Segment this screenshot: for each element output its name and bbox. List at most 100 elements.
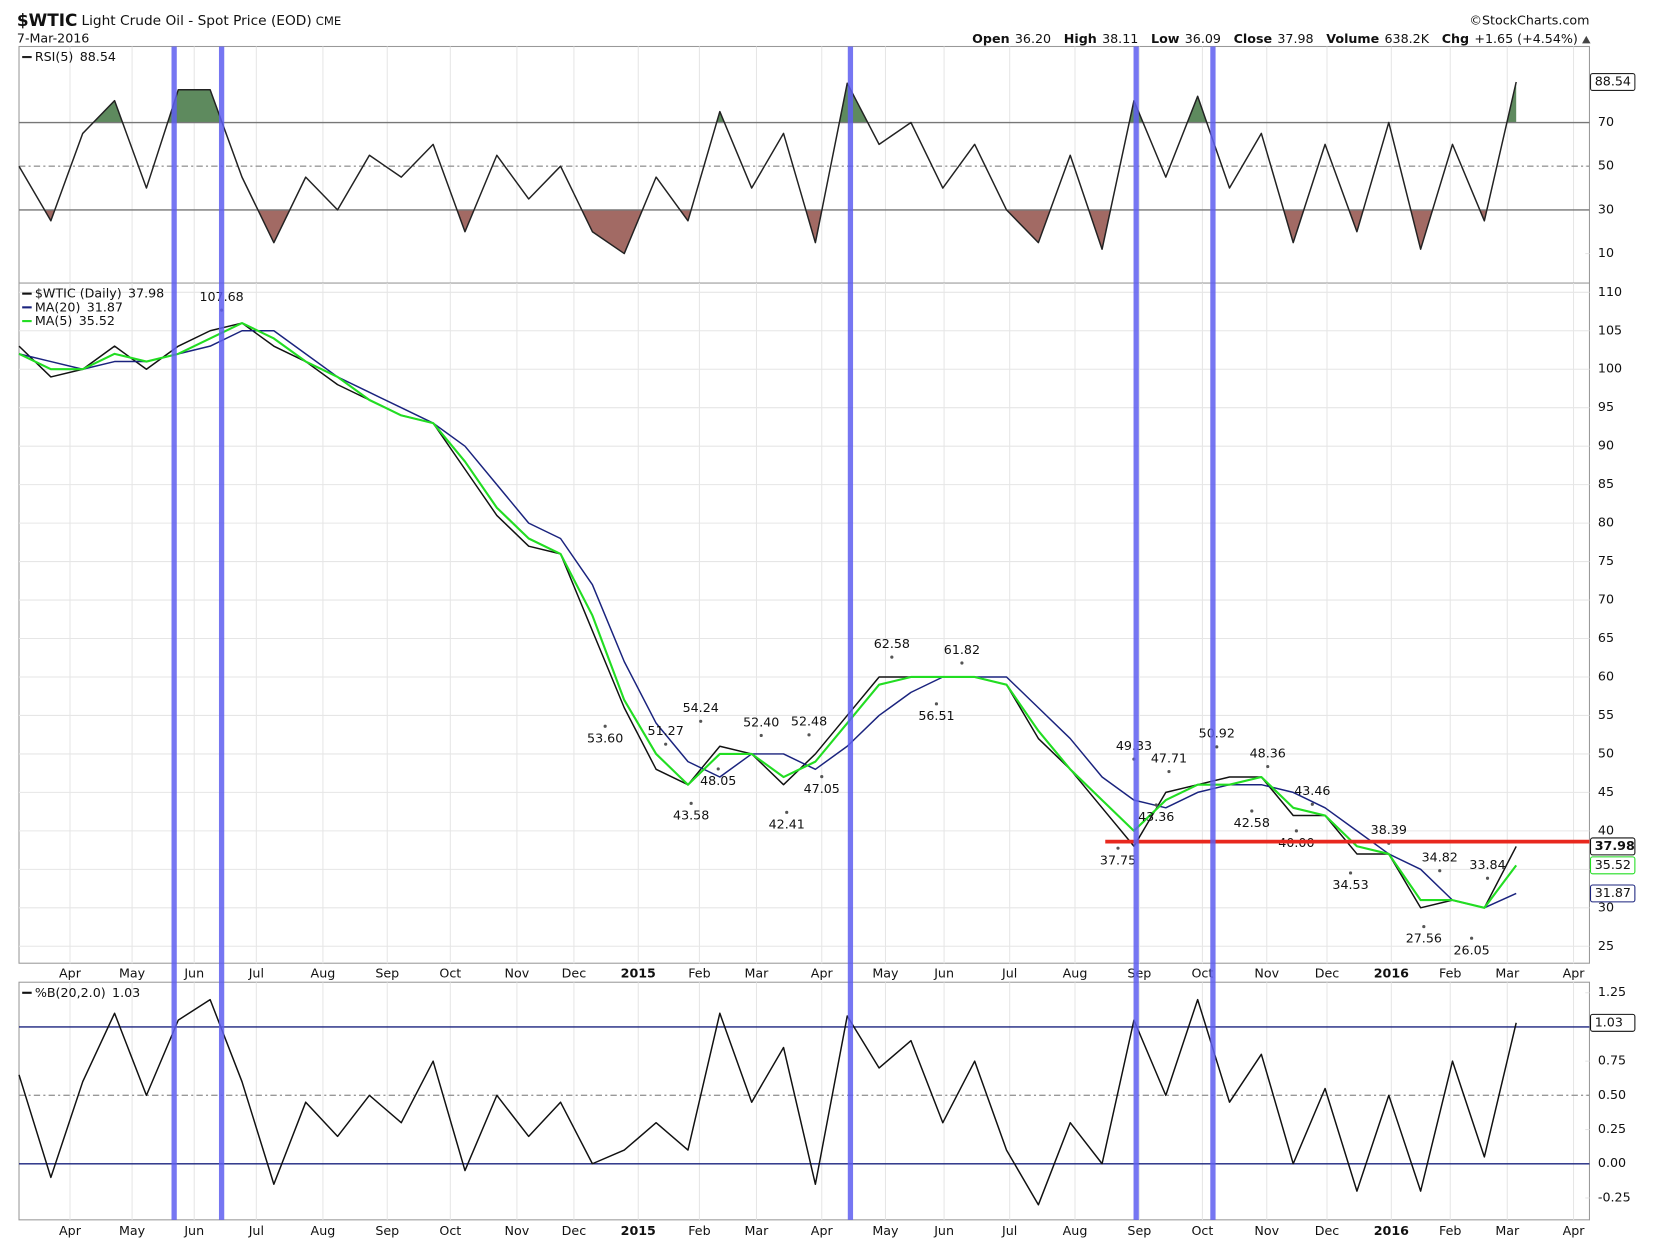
y-tick-label: 45: [1598, 784, 1614, 799]
x-tick-label: Mar: [1495, 965, 1520, 980]
x-tick-label: Sep: [1127, 1223, 1151, 1238]
legend-name: RSI(5): [35, 49, 73, 64]
x-tick-label: Aug: [311, 965, 336, 980]
value-badge: [1589, 884, 1636, 903]
x-tick-label: Aug: [1063, 965, 1088, 980]
x-tick-label: Oct: [439, 965, 461, 980]
x-tick-label: Jun: [933, 965, 954, 980]
annotation-label: 62.58: [874, 636, 910, 651]
annotation-point: [807, 733, 811, 737]
annotation-point: [1310, 802, 1314, 806]
x-tick-label: Oct: [439, 1223, 461, 1238]
x-tick-label: May: [872, 1223, 899, 1238]
legend-value: 31.87: [87, 299, 123, 314]
x-tick-label: Dec: [562, 965, 587, 980]
x-tick-label: Oct: [1191, 965, 1213, 980]
y-tick-label: -0.25: [1598, 1189, 1631, 1204]
annotation-label: 42.58: [1234, 815, 1270, 830]
annotation-label: 34.53: [1332, 877, 1368, 892]
quote-value: 37.98: [1277, 31, 1313, 46]
annotation-label: 52.40: [743, 714, 779, 729]
annotation-label: 50.92: [1199, 726, 1235, 741]
series-line: [18, 81, 1517, 255]
x-tick-label: Jun: [183, 965, 204, 980]
value-badge: [1589, 73, 1636, 91]
annotation-label: 27.56: [1406, 931, 1442, 946]
annotation-point: [890, 655, 894, 659]
quote-value: 36.20: [1015, 31, 1051, 46]
y-tick-label: 100: [1598, 361, 1622, 376]
x-tick-label: 2015: [621, 965, 656, 980]
annotation-point: [960, 661, 964, 665]
chart-title: $WTIC Light Crude Oil - Spot Price (EOD)…: [17, 10, 341, 30]
annotation-point: [1266, 764, 1270, 769]
annotation-point: [603, 724, 607, 728]
legend-entry: %B(20,2.0) 1.03: [35, 984, 140, 999]
change-arrow: [1582, 35, 1591, 44]
annotation-label: 53.60: [587, 730, 623, 745]
legend-value: 37.98: [128, 285, 164, 300]
y-tick-label: 80: [1598, 515, 1614, 530]
annotation-point: [664, 742, 668, 746]
legend-entry: $WTIC (Daily) 37.98: [35, 285, 164, 300]
panel-frame: [18, 981, 1590, 1221]
annotation-label: 48.36: [1250, 745, 1286, 760]
legend-entry: MA(5) 35.52: [35, 313, 115, 328]
symbol: $WTIC: [17, 10, 78, 30]
x-tick-label: Sep: [375, 1223, 399, 1238]
value-badge-label: 1.03: [1595, 1014, 1623, 1029]
value-badge: [1589, 856, 1636, 875]
x-tick-label: Aug: [1063, 1223, 1088, 1238]
annotation-label: 47.71: [1151, 750, 1187, 765]
legend-name: %B(20,2.0): [35, 984, 106, 999]
x-tick-label: Jun: [933, 1223, 954, 1238]
y-tick-label: 70: [1598, 114, 1614, 129]
annotation-label: 42.41: [769, 817, 805, 832]
annotation-point: [1154, 803, 1158, 807]
annotation-point: [699, 719, 703, 723]
x-tick-label: Aug: [311, 1223, 336, 1238]
x-tick-label: Dec: [562, 1223, 587, 1238]
quote-label: Open: [972, 31, 1009, 46]
annotation-label: 26.05: [1453, 942, 1489, 957]
x-tick-label: Jul: [1001, 965, 1017, 980]
exchange: CME: [316, 14, 341, 28]
y-tick-label: 25: [1598, 938, 1614, 953]
y-tick-label: 30: [1598, 201, 1614, 216]
annotation-point: [1470, 936, 1474, 940]
y-tick-label: 40: [1598, 822, 1614, 837]
annotation-point: [689, 801, 693, 805]
annotation-point: [785, 810, 789, 814]
series-line: [18, 998, 1517, 1206]
x-tick-label: Jul: [248, 965, 264, 980]
annotation-label: 43.46: [1294, 783, 1330, 798]
value-badge-label: 37.98: [1595, 838, 1635, 853]
annotation-point: [716, 767, 720, 771]
annotation-label: 48.05: [700, 773, 736, 788]
x-tick-label: Jun: [183, 1223, 204, 1238]
x-tick-label: May: [872, 965, 899, 980]
x-tick-label: Feb: [688, 965, 710, 980]
annotation-point: [934, 702, 939, 706]
quote-value: 38.11: [1102, 31, 1138, 46]
y-tick-label: 85: [1598, 476, 1614, 491]
legend-entry: RSI(5) 88.54: [35, 49, 116, 64]
y-tick-label: 105: [1598, 322, 1622, 337]
x-tick-label: Jul: [248, 1223, 264, 1238]
instrument-name: Light Crude Oil - Spot Price (EOD): [81, 13, 311, 29]
annotation-label: 33.84: [1469, 857, 1505, 872]
y-tick-label: 70: [1598, 592, 1614, 607]
annotation-label: 56.51: [918, 708, 954, 723]
annotation-label: 43.36: [1138, 809, 1174, 824]
y-tick-label: 110: [1598, 284, 1622, 299]
y-tick-label: 0.75: [1598, 1053, 1626, 1068]
value-badge: [1589, 837, 1636, 856]
y-tick-label: 50: [1598, 158, 1614, 173]
annotation-label: 54.24: [683, 700, 719, 715]
date: 7-Mar-2016: [17, 31, 89, 46]
quote-line: Open 36.20 High 38.11 Low 36.09 Close 37.98 Volu…: [972, 31, 1578, 46]
x-tick-label: Sep: [375, 965, 399, 980]
x-tick-label: Feb: [1439, 965, 1461, 980]
x-tick-label: May: [119, 1223, 146, 1238]
annotation-label: 61.82: [944, 642, 980, 657]
